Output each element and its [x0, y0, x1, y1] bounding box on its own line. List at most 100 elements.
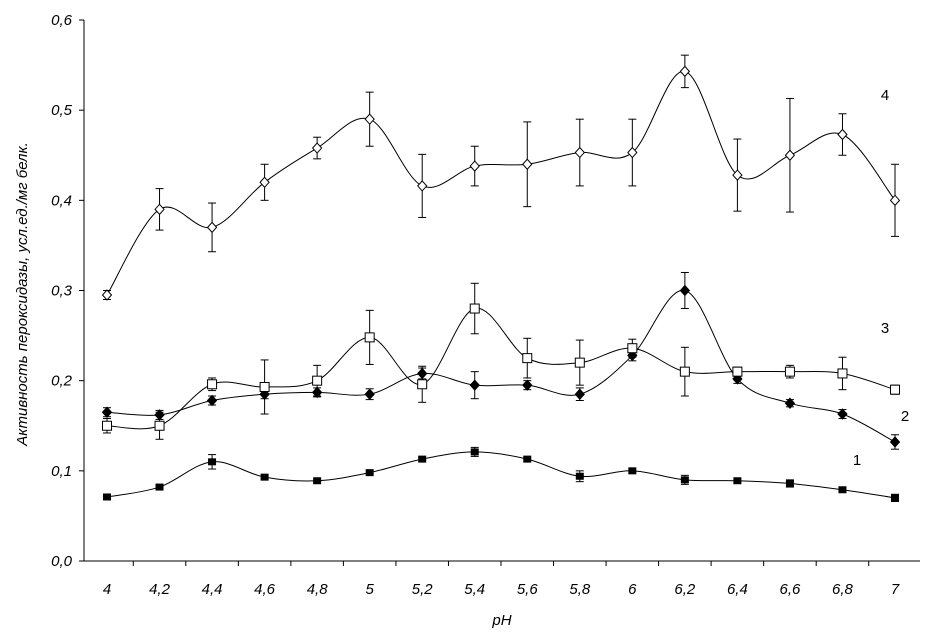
data-point	[889, 436, 901, 448]
data-point	[417, 180, 428, 192]
data-point	[102, 420, 112, 431]
series-label-1: 1	[853, 452, 861, 469]
data-point	[732, 366, 743, 377]
data-point	[784, 366, 795, 377]
data-point	[206, 221, 218, 234]
y-tick-label: 0,4	[51, 192, 72, 209]
series-1	[103, 446, 899, 502]
data-point	[628, 467, 637, 475]
x-tick-label: 5,8	[569, 581, 591, 598]
data-point	[154, 203, 165, 216]
data-point	[837, 368, 848, 379]
data-point	[101, 289, 113, 301]
series-label-2: 2	[901, 408, 909, 425]
series-layer	[101, 54, 901, 502]
data-point	[469, 379, 480, 391]
data-point	[522, 379, 533, 391]
y-tick-label: 0,0	[51, 553, 73, 570]
data-point	[679, 284, 691, 297]
data-point	[574, 357, 585, 368]
x-tick-label: 5,4	[464, 581, 485, 598]
x-axis-title: pH	[491, 612, 511, 629]
data-point	[574, 388, 585, 400]
data-point	[313, 477, 322, 485]
x-tick-label: 6,6	[780, 581, 802, 598]
data-point	[418, 455, 427, 463]
series-line-2	[106, 289, 896, 443]
x-tick-label: 7	[891, 581, 900, 598]
data-point	[364, 113, 375, 125]
data-point	[207, 379, 218, 390]
data-point	[259, 381, 270, 392]
data-point	[364, 388, 375, 400]
data-point	[311, 142, 323, 154]
data-point	[733, 477, 742, 485]
data-point	[837, 128, 848, 141]
data-point	[627, 343, 638, 354]
x-tick-label: 6,4	[727, 581, 748, 598]
x-tick-label: 5,6	[517, 581, 539, 598]
series-label-4: 4	[881, 87, 889, 104]
x-tick-label: 5	[365, 581, 374, 598]
chart-axes	[83, 20, 920, 562]
data-point	[469, 160, 480, 172]
x-tick-label: 4	[103, 581, 111, 598]
data-point	[469, 303, 480, 314]
data-point	[522, 353, 533, 364]
data-point	[891, 494, 899, 502]
data-point	[417, 379, 428, 390]
y-tick-label: 0,3	[51, 283, 73, 300]
data-point	[208, 458, 217, 466]
data-point	[470, 448, 479, 456]
data-point	[259, 176, 270, 189]
data-point	[364, 332, 375, 343]
data-point	[522, 158, 533, 171]
data-point	[784, 397, 796, 409]
x-tick-label: 6,8	[832, 581, 854, 598]
x-tick-label: 6,2	[674, 581, 696, 598]
data-point	[206, 394, 218, 407]
series-4	[101, 54, 901, 301]
data-point	[680, 476, 689, 484]
x-tick-label: 6	[628, 581, 637, 598]
data-point	[523, 455, 532, 463]
y-tick-label: 0,1	[51, 463, 72, 480]
x-tick-label: 4,6	[254, 581, 276, 598]
data-point	[575, 472, 584, 480]
y-axis-title: Активность пероксидазы, усл.ед./мг белк.	[14, 142, 31, 447]
data-point	[837, 408, 848, 420]
data-point	[838, 486, 847, 494]
data-point	[101, 406, 113, 418]
data-point	[260, 473, 269, 481]
y-tick-label: 0,2	[51, 373, 73, 390]
x-axis-ticks: 4 4,2 4,4 4,6 4,8 5 5,2 5,4 5,6 5,8 6 6,2 6,4 6,6 6,8 7	[103, 561, 900, 598]
data-point	[679, 366, 690, 377]
series-label-3: 3	[881, 320, 889, 337]
data-point	[627, 146, 638, 159]
series-line-3	[106, 308, 896, 430]
y-tick-label: 0,6	[51, 12, 73, 29]
data-point	[312, 375, 323, 386]
data-point	[890, 384, 900, 395]
x-tick-label: 4,8	[307, 581, 329, 598]
series-line-4	[106, 70, 896, 296]
data-point	[574, 146, 585, 159]
data-point	[103, 493, 111, 501]
data-point	[785, 479, 794, 487]
data-point	[155, 483, 164, 491]
y-tick-label: 0,5	[51, 102, 73, 119]
data-point	[732, 169, 743, 181]
data-point	[679, 65, 691, 78]
data-point	[889, 194, 901, 207]
series-line-1	[106, 451, 896, 499]
data-point	[154, 420, 165, 431]
x-tick-label: 4,2	[149, 581, 171, 598]
x-tick-label: 5,2	[412, 581, 434, 598]
series-3	[102, 282, 900, 440]
y-axis-ticks: 0,0 0,1 0,2 0,3 0,4 0,5 0,6	[51, 12, 84, 570]
series-2	[101, 271, 901, 450]
data-point	[784, 149, 796, 161]
x-tick-label: 4,4	[202, 581, 223, 598]
data-point	[365, 469, 374, 477]
